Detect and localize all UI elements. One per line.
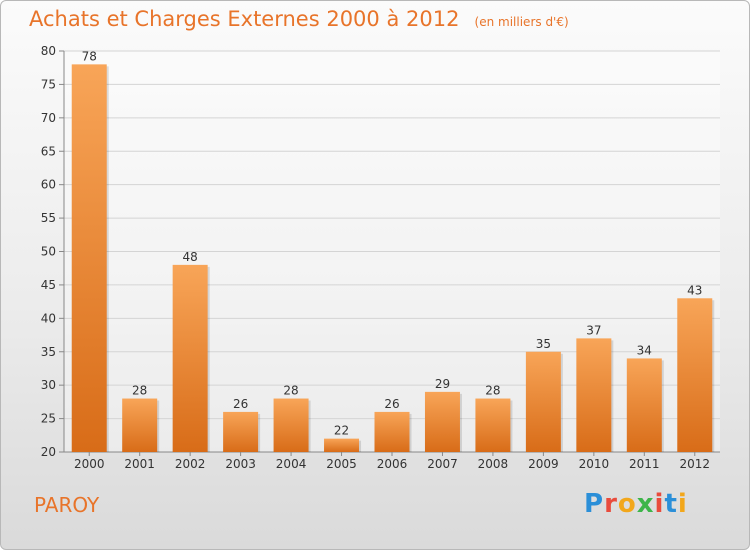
logo-letter: o <box>617 489 637 519</box>
logo-letter: x <box>636 489 655 519</box>
x-tick-label: 2007 <box>427 457 458 471</box>
logo-letter: i <box>654 489 665 519</box>
bar-value-label: 48 <box>183 250 198 264</box>
y-tick-label: 65 <box>41 144 56 158</box>
bar <box>677 298 713 452</box>
y-tick-label: 75 <box>41 77 56 91</box>
bar <box>273 398 309 452</box>
x-tick-label: 2011 <box>629 457 660 471</box>
logo-letter: i <box>677 489 688 519</box>
bar-value-label: 28 <box>485 384 500 398</box>
bar-value-label: 28 <box>132 384 147 398</box>
bar-value-label: 28 <box>283 384 298 398</box>
y-tick-label: 55 <box>41 211 56 225</box>
x-tick-label: 2009 <box>528 457 559 471</box>
chart-title: Achats et Charges Externes 2000 à 2012 (… <box>29 7 569 31</box>
y-tick-label: 70 <box>41 111 56 125</box>
chart-title-text: Achats et Charges Externes 2000 à 2012 <box>29 7 460 31</box>
bar <box>374 411 410 452</box>
x-tick-label: 2002 <box>175 457 206 471</box>
y-tick-label: 40 <box>41 311 56 325</box>
x-tick-label: 2000 <box>74 457 105 471</box>
y-tick-label: 35 <box>41 345 56 359</box>
x-tick-label: 2010 <box>579 457 610 471</box>
y-tick-label: 80 <box>41 44 56 58</box>
bar <box>122 398 158 452</box>
x-tick-label: 2005 <box>326 457 357 471</box>
bar-value-label: 26 <box>384 397 399 411</box>
bar-value-label: 29 <box>435 377 450 391</box>
x-tick-label: 2003 <box>225 457 256 471</box>
bar <box>475 398 511 452</box>
bar <box>223 411 259 452</box>
x-tick-label: 2012 <box>679 457 710 471</box>
y-tick-label: 20 <box>41 445 56 459</box>
bar-value-label: 43 <box>687 283 702 297</box>
chart-subtitle: (en milliers d'€) <box>474 15 569 29</box>
bar <box>324 438 360 452</box>
proxiti-logo: Proxiti <box>584 489 688 519</box>
logo-letter: P <box>584 489 605 519</box>
bar-value-label: 78 <box>82 49 97 63</box>
logo-letter: r <box>604 489 618 519</box>
y-tick-label: 30 <box>41 378 56 392</box>
bar-value-label: 26 <box>233 397 248 411</box>
logo-letter: t <box>664 489 678 519</box>
x-tick-label: 2001 <box>124 457 155 471</box>
bar <box>525 351 561 452</box>
bar <box>576 338 612 452</box>
bar-value-label: 35 <box>536 337 551 351</box>
bar <box>626 358 662 452</box>
bar <box>172 264 208 452</box>
x-tick-label: 2006 <box>377 457 408 471</box>
bar <box>71 64 107 452</box>
bar-value-label: 22 <box>334 424 349 438</box>
y-tick-label: 60 <box>41 178 56 192</box>
bar-value-label: 34 <box>637 343 652 357</box>
bar <box>424 391 460 452</box>
x-tick-label: 2004 <box>276 457 307 471</box>
y-tick-label: 25 <box>41 412 56 426</box>
bar-value-label: 37 <box>586 323 601 337</box>
place-label: PAROY <box>34 493 100 517</box>
y-tick-label: 50 <box>41 245 56 259</box>
x-tick-label: 2008 <box>478 457 509 471</box>
y-tick-label: 45 <box>41 278 56 292</box>
